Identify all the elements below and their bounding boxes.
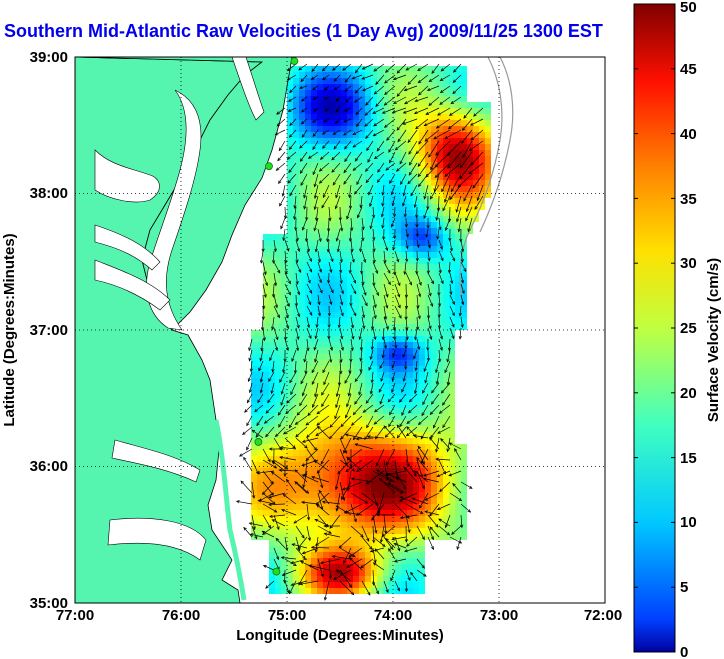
colorbar-tick-label: 10 (680, 514, 697, 531)
y-axis-label: Latitude (Degrees:Minutes) (1, 233, 18, 426)
y-tick-label: 37:00 (30, 322, 68, 339)
colorbar-tick-label: 45 (680, 61, 697, 78)
albemarle-sound (111, 439, 201, 483)
colorbar: 0 5 10 15 20 25 30 35 40 45 50 Surface V… (633, 0, 722, 659)
y-axis: 39:00 38:00 37:00 36:00 35:00 Latitude (… (1, 49, 68, 612)
x-axis-label: Longitude (Degrees:Minutes) (236, 627, 444, 644)
colorbar-tick-label: 25 (680, 320, 697, 337)
y-tick-label: 38:00 (30, 185, 68, 202)
x-tick-label: 77:00 (56, 607, 94, 624)
plot-frame (74, 56, 606, 604)
y-tick-label: 39:00 (30, 49, 68, 66)
y-tick-label: 35:00 (30, 595, 68, 612)
pamlico-sound (107, 517, 207, 561)
radar-station-marker (272, 567, 281, 576)
x-tick-label: 76:00 (162, 607, 200, 624)
york-river (94, 224, 161, 271)
x-tick-label: 72:00 (584, 607, 622, 624)
colorbar-tick-label: 40 (680, 126, 697, 143)
x-tick-label: 75:00 (268, 607, 306, 624)
potomac-river (94, 149, 160, 203)
grid-lines (75, 57, 605, 603)
x-axis: 77:00 76:00 75:00 74:00 73:00 72:00 Long… (56, 607, 622, 644)
colorbar-tick-label: 15 (680, 450, 697, 467)
radar-station-marker (290, 57, 299, 65)
velocity-vectors (235, 63, 484, 601)
chesapeake-bay (146, 89, 202, 331)
radar-stations (254, 57, 299, 576)
y-tick-label: 36:00 (30, 458, 68, 475)
colorbar-tick-label: 0 (680, 644, 688, 659)
colorbar-tick-label: 5 (680, 579, 688, 596)
delaware-bay (231, 57, 265, 121)
colorbar-gradient (633, 3, 676, 653)
x-tick-label: 73:00 (480, 607, 518, 624)
colorbar-tick-label: 35 (680, 191, 697, 208)
bathymetry-contour (459, 57, 503, 301)
chart-title: Southern Mid-Atlantic Raw Velocities (1 … (4, 21, 603, 41)
radar-station-marker (265, 162, 273, 171)
colorbar-tick-label: 50 (680, 0, 697, 16)
outer-banks (213, 419, 247, 601)
colorbar-tick-label: 30 (680, 255, 697, 272)
james-river (94, 259, 171, 311)
colorbar-label: Surface Velocity (cm/s) (705, 258, 722, 422)
colorbar-tick-label: 20 (680, 385, 697, 402)
x-tick-label: 74:00 (374, 607, 412, 624)
bathymetry-contour (479, 57, 514, 233)
radar-station-marker (254, 438, 263, 446)
